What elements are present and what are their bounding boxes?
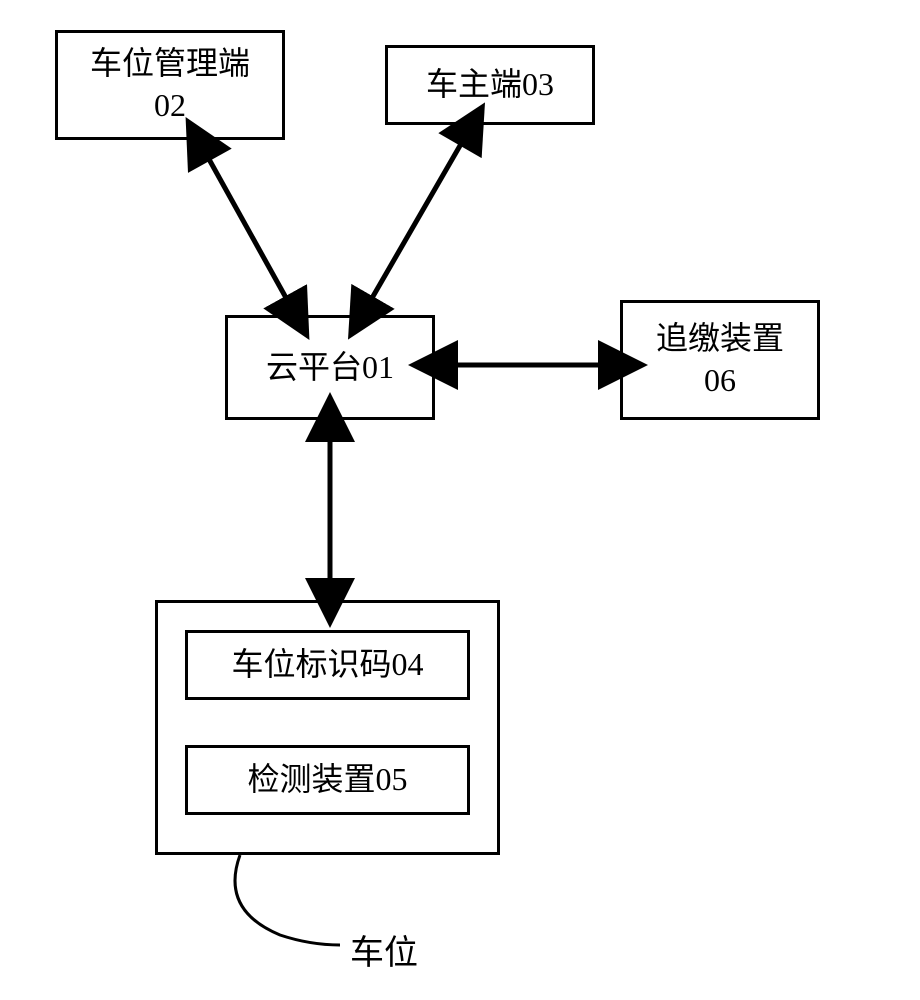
box-detect-device: 检测装置05 xyxy=(185,745,470,815)
label-cloud: 云平台01 xyxy=(266,347,394,389)
leader-curve xyxy=(230,850,360,950)
label-idcode: 车位标识码04 xyxy=(231,644,423,686)
box-parking-management: 车位管理端 02 xyxy=(55,30,285,140)
box-recover-device: 追缴装置 06 xyxy=(620,300,820,420)
label-detect: 检测装置05 xyxy=(247,759,407,801)
label-parking-mgmt-2: 02 xyxy=(154,85,186,127)
box-owner: 车主端03 xyxy=(385,45,595,125)
label-parking-slot: 车位 xyxy=(350,925,418,974)
label-recover-1: 追缴装置 xyxy=(656,318,784,360)
box-cloud-platform: 云平台01 xyxy=(225,315,435,420)
box-parking-idcode: 车位标识码04 xyxy=(185,630,470,700)
label-recover-2: 06 xyxy=(704,360,736,402)
label-parking-mgmt-1: 车位管理端 xyxy=(90,43,250,85)
label-owner: 车主端03 xyxy=(426,64,554,106)
